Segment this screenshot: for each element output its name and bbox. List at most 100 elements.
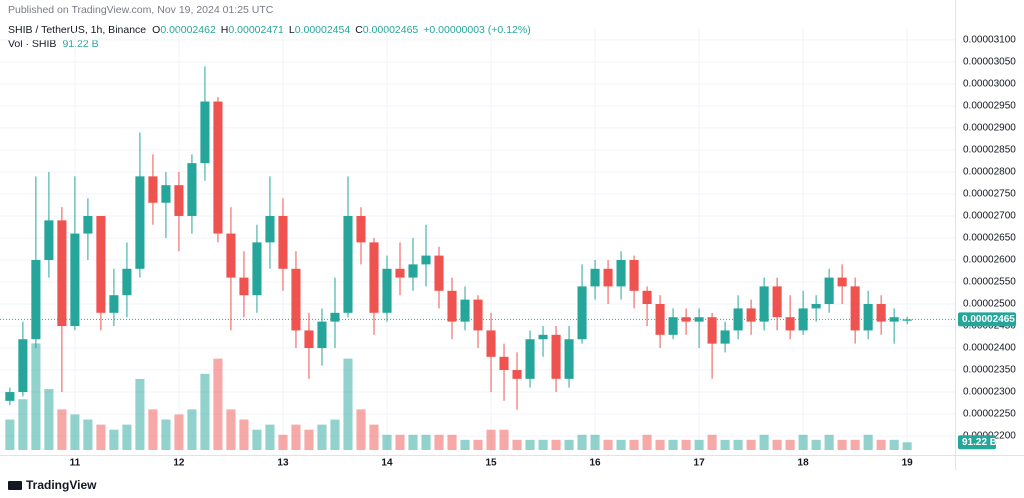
candle-body [83, 215, 93, 234]
volume-bar [603, 439, 613, 450]
volume-bar [5, 419, 15, 450]
y-tick-label: 0.00002650 [963, 233, 1016, 244]
candle-body [70, 233, 80, 327]
candle-body [759, 286, 769, 322]
y-tick-label: 0.00002400 [963, 343, 1016, 354]
last-price-label: 0.00002465 [962, 314, 1015, 325]
candle-body [577, 286, 587, 340]
volume-bar [876, 439, 886, 450]
candle-body [330, 312, 340, 322]
y-tick-label: 0.00002850 [963, 145, 1016, 156]
volume-bar [44, 389, 54, 450]
x-tick-label: 13 [277, 458, 289, 469]
y-tick-label: 0.00002250 [963, 409, 1016, 420]
h-value: 0.00002471 [228, 24, 284, 36]
volume-bar [161, 419, 171, 450]
volume-bar [538, 439, 548, 450]
candle-body [5, 392, 15, 401]
volume-bar [382, 434, 392, 450]
c-label: C [355, 24, 363, 36]
volume-bar [902, 442, 912, 450]
volume-bar [174, 414, 184, 450]
volume-bar [694, 439, 704, 450]
volume-bar [850, 439, 860, 450]
x-tick-label: 15 [485, 458, 497, 469]
candle-body [395, 268, 405, 278]
candle-body [382, 268, 392, 313]
volume-bar [356, 409, 366, 450]
l-label: L [289, 24, 295, 36]
logo-icon [8, 481, 22, 490]
volume-bar [642, 434, 652, 450]
x-tick-label: 17 [694, 458, 706, 469]
volume-bar [57, 409, 67, 450]
volume-bar [512, 439, 522, 450]
h-label: H [221, 24, 229, 36]
candle-body [57, 220, 67, 327]
volume-bar [135, 378, 145, 450]
y-tick-label: 0.00002500 [963, 299, 1016, 310]
volume-bar [525, 439, 535, 450]
volume-bar [70, 414, 80, 450]
candle-body [538, 334, 548, 340]
y-tick-label: 0.00002350 [963, 365, 1016, 376]
volume-bar [499, 429, 509, 450]
candle-body [421, 255, 431, 265]
volume-pane [5, 343, 912, 450]
y-tick-label: 0.00002600 [963, 255, 1016, 266]
y-tick-label: 0.00002300 [963, 387, 1016, 398]
candles [5, 66, 912, 410]
volume-bar [460, 439, 470, 450]
vol-label: Vol · SHIB [8, 38, 56, 50]
volume-bar [265, 424, 275, 450]
volume-bar [330, 419, 340, 450]
candle-body [603, 268, 613, 287]
x-tick-label: 16 [589, 458, 601, 469]
candle-body [486, 330, 496, 357]
volume-bar [369, 424, 379, 450]
candle-body [564, 339, 574, 379]
volume-bar [811, 439, 821, 450]
published-note: Published on TradingView.com, Nov 19, 20… [8, 4, 274, 16]
volume-bar [343, 358, 353, 450]
candle-body [837, 277, 847, 287]
candle-body [356, 215, 366, 243]
volume-bar [733, 439, 743, 450]
candle-body [96, 215, 106, 313]
volume-bar [590, 434, 600, 450]
candle-body [343, 215, 353, 313]
x-tick-label: 12 [173, 458, 185, 469]
volume-bar [109, 429, 119, 450]
x-tick-label: 18 [798, 458, 810, 469]
volume-bar [239, 419, 249, 450]
candle-body [551, 334, 561, 379]
volume-bar [473, 439, 483, 450]
volume-bar [889, 439, 899, 450]
candle-body [772, 286, 782, 318]
volume-bar [447, 434, 457, 450]
candle-body [512, 370, 522, 379]
volume-bar [863, 434, 873, 450]
candle-body [278, 215, 288, 269]
candle-body [811, 304, 821, 309]
candle-body [291, 268, 301, 331]
volume-bar [83, 419, 93, 450]
candle-body [642, 290, 652, 305]
candle-body [525, 339, 535, 379]
candle-body [590, 268, 600, 287]
y-tick-label: 0.00002750 [963, 189, 1016, 200]
volume-bar [720, 439, 730, 450]
volume-bar [798, 434, 808, 450]
candle-body [629, 259, 639, 291]
y-tick-label: 0.00003050 [963, 57, 1016, 68]
volume-bar [408, 434, 418, 450]
volume-bar [785, 439, 795, 450]
candle-body [447, 290, 457, 322]
y-tick-label: 0.00002550 [963, 277, 1016, 288]
volume-bar [434, 434, 444, 450]
volume-bar [187, 409, 197, 450]
candle-body [252, 242, 262, 296]
candle-body [460, 299, 470, 322]
candle-body [213, 101, 223, 234]
candle-body [863, 304, 873, 331]
